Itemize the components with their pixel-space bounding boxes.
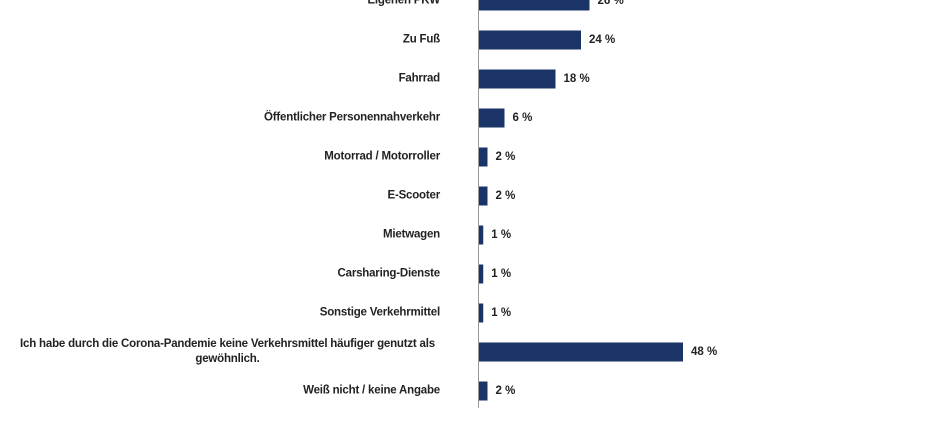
category-label: Carsharing-Dienste — [337, 267, 441, 280]
value-label: 26 % — [597, 0, 624, 7]
value-label: 24 % — [589, 34, 616, 46]
bar — [479, 108, 505, 128]
category-label: Weiß nicht / keine Angabe — [303, 384, 440, 397]
value-label: 6 % — [512, 112, 533, 124]
value-label: 1 % — [491, 229, 512, 241]
value-label: 2 % — [495, 385, 516, 397]
value-label: 1 % — [491, 307, 512, 319]
category-label: Mietwagen — [383, 228, 440, 241]
value-label: 2 % — [495, 151, 516, 163]
value-label: 2 % — [495, 190, 516, 202]
bar — [479, 225, 484, 245]
category-label: Öffentlicher Personennahverkehr — [264, 111, 440, 124]
category-label: Motorrad / Motorroller — [324, 150, 440, 163]
value-label: 48 % — [691, 346, 718, 358]
bar — [479, 186, 488, 206]
value-label: 18 % — [563, 73, 590, 85]
category-label: Eigenen PKW — [367, 0, 440, 7]
bar — [479, 264, 484, 284]
bar — [479, 30, 581, 50]
value-label: 1 % — [491, 268, 512, 280]
bar — [479, 342, 683, 362]
category-label: Sonstige Verkehrmittel — [319, 306, 440, 319]
bar — [479, 69, 556, 89]
bar — [479, 147, 488, 167]
category-label: Zu Fuß — [402, 33, 440, 46]
bar — [479, 303, 484, 323]
category-label: E-Scooter — [387, 189, 440, 202]
category-label: Fahrrad — [398, 72, 441, 85]
category-label: Ich habe durch die Corona-Pandemie keine… — [20, 338, 435, 365]
bar — [479, 381, 488, 401]
bar — [479, 0, 590, 11]
